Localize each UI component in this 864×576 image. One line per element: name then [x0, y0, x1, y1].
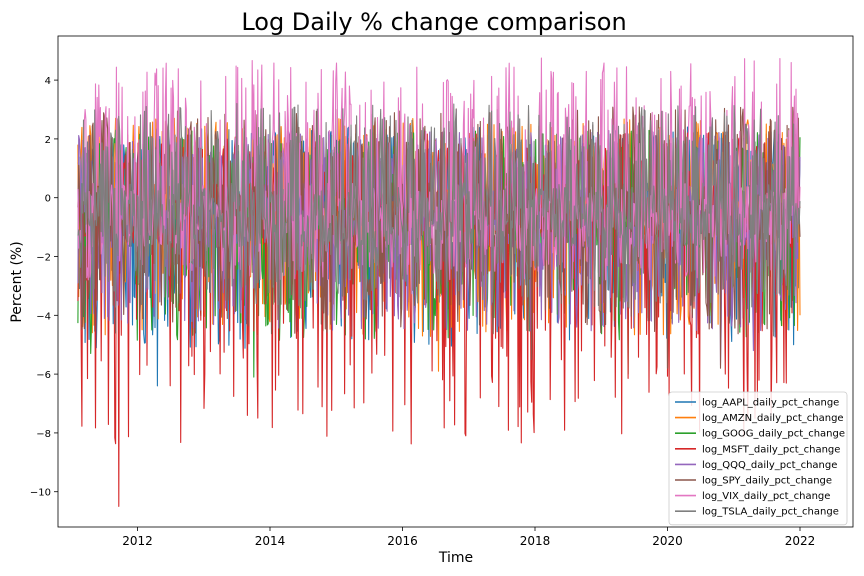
legend: log_AAPL_daily_pct_change log_AMZN_daily_… — [668, 391, 848, 526]
y-tick-label: −2 — [36, 253, 51, 264]
x-tick-label: 2014 — [255, 534, 286, 548]
series-line-7 — [77, 103, 801, 337]
x-tick-label: 2018 — [520, 534, 551, 548]
y-tick-label: −8 — [36, 429, 51, 440]
x-axis-label: Time — [438, 550, 473, 566]
legend-entry: log_QQQ_daily_pct_change — [702, 460, 837, 471]
legend-entry: log_AMZN_daily_pct_change — [702, 413, 844, 424]
y-tick-label: 4 — [45, 76, 51, 87]
y-axis-label: Percent (%) — [9, 241, 25, 322]
plot-frame — [57, 35, 854, 528]
y-tick-label: −6 — [36, 370, 51, 381]
y-axis: 4 2 0 −2 −4 −6 −8 −10 — [30, 76, 58, 499]
legend-entry: log_VIX_daily_pct_change — [702, 491, 830, 502]
legend-entry: log_AAPL_daily_pct_change — [702, 398, 839, 409]
y-tick-label: 0 — [45, 194, 51, 205]
legend-box — [668, 391, 848, 526]
series-layer — [77, 57, 801, 507]
x-tick-label: 2020 — [652, 534, 683, 548]
x-tick-label: 2012 — [122, 534, 153, 548]
y-tick-label: −4 — [36, 311, 51, 322]
legend-entry: log_TSLA_daily_pct_change — [702, 507, 839, 518]
chart-title: Log Daily % change comparison — [241, 8, 626, 36]
x-tick-label: 2016 — [387, 534, 418, 548]
legend-entry: log_GOOG_daily_pct_change — [702, 429, 845, 440]
legend-entry: log_MSFT_daily_pct_change — [702, 444, 840, 455]
x-axis: 2012 2014 2016 2018 2020 2022 — [122, 527, 815, 548]
y-tick-label: 2 — [45, 135, 51, 146]
legend-entry: log_SPY_daily_pct_change — [702, 476, 832, 487]
y-tick-label: −10 — [30, 488, 51, 499]
x-tick-label: 2022 — [785, 534, 816, 548]
